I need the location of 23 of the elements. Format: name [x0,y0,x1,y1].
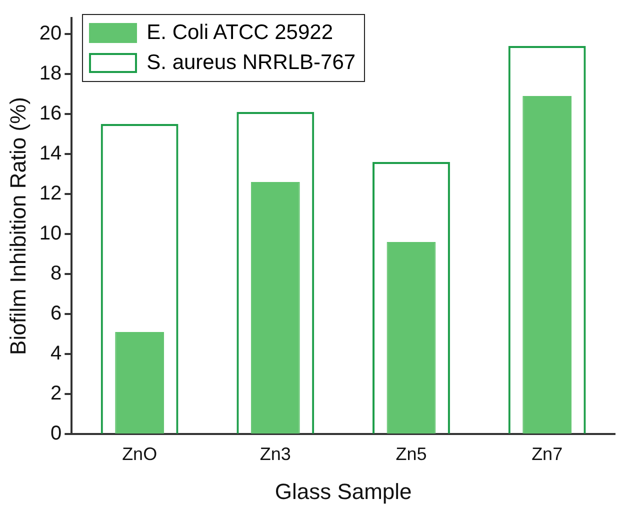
y-axis-title: Biofilm Inhibition Ratio (%) [5,97,30,355]
y-tick-label: 6 [50,302,62,325]
y-tick-label: 0 [50,422,62,445]
x-tick-label: Zn3 [260,444,291,464]
y-tick-label: 14 [39,142,62,165]
bar [522,96,572,434]
y-tick-label: 8 [50,262,62,285]
y-tick-label: 10 [39,222,62,245]
bar [250,182,300,434]
y-tick-label: 4 [50,342,62,365]
y-tick-label: 20 [39,22,62,45]
y-tick-label: 18 [39,62,62,85]
x-tick-label: Zn7 [532,444,563,464]
y-tick-label: 2 [50,382,62,405]
y-tick-label: 12 [39,182,62,205]
bar [115,332,164,434]
y-tick-label: 16 [39,102,62,125]
x-tick-label: Zn5 [396,444,427,464]
legend-label: E. Coli ATCC 25922 [146,20,334,46]
legend-label: S. aureus NRRLB-767 [146,50,356,76]
bar [386,242,436,434]
x-axis-title: Glass Sample [274,478,412,504]
x-tick-label: ZnO [122,444,158,464]
